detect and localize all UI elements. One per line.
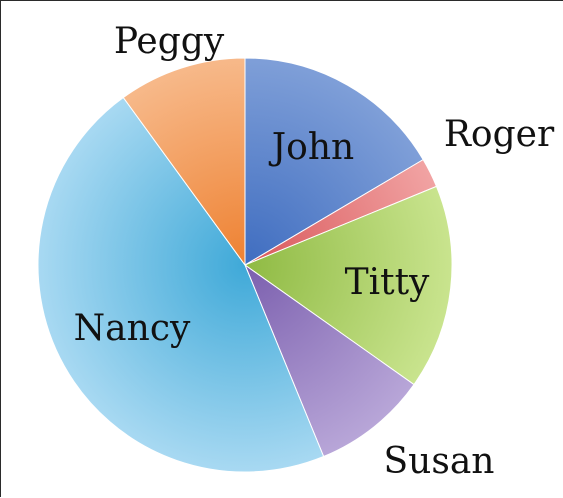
slice-label-titty: Titty xyxy=(345,262,430,303)
pie-slice-susan xyxy=(243,263,415,458)
slice-label-nancy: Nancy xyxy=(74,308,191,349)
slice-label-roger: Roger xyxy=(444,114,555,155)
pie-labels: John Roger Titty Susan Nancy Peggy xyxy=(74,21,555,482)
slice-label-john: John xyxy=(268,127,354,168)
slice-label-susan: Susan xyxy=(384,441,495,482)
pie-slice-john xyxy=(244,57,424,266)
pie-slice-peggy xyxy=(122,57,246,267)
pie-slice-titty xyxy=(243,185,453,386)
pie-slice-nancy xyxy=(37,96,325,473)
slice-label-peggy: Peggy xyxy=(114,21,225,62)
pie-slices xyxy=(37,57,453,473)
